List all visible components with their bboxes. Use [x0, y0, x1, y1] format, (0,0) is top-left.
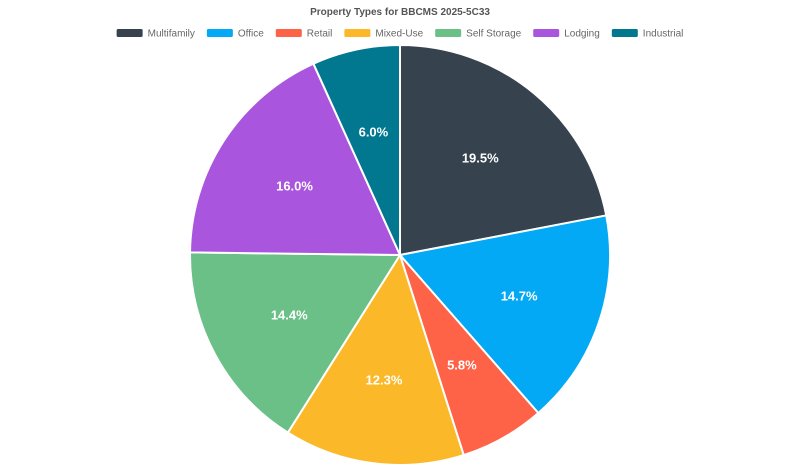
legend-label-retail: Retail [307, 29, 333, 40]
legend-label-self-storage: Self Storage [466, 29, 521, 40]
legend-label-mixed-use: Mixed-Use [375, 29, 423, 40]
legend-item-mixed-use[interactable]: Mixed-Use [344, 29, 424, 40]
pie-slice-lodging[interactable] [189, 62, 401, 256]
legend-label-industrial: Industrial [643, 29, 684, 40]
legend-swatch-lodging [533, 29, 560, 37]
pie-label-retail: 5.8% [447, 357, 477, 372]
pie-label-mixed-use: 12.3% [366, 372, 403, 387]
legend-swatch-retail [275, 29, 302, 37]
pie-label-self-storage: 14.4% [271, 308, 308, 323]
legend-label-multifamily: Multifamily [148, 29, 195, 40]
pie-label-lodging: 16.0% [276, 179, 313, 194]
legend-label-office: Office [238, 29, 264, 40]
legend-item-industrial[interactable]: Industrial [611, 29, 684, 40]
legend-item-multifamily[interactable]: Multifamily [116, 29, 195, 40]
pie-labels: 19.5% 14.7% 5.8% 12.3% 14.4% 16.0% 6.0% [271, 124, 538, 387]
pie-slices [189, 44, 611, 466]
pie-label-multifamily: 19.5% [462, 150, 499, 165]
legend-item-lodging[interactable]: Lodging [533, 29, 600, 40]
legend: Multifamily Office Retail Mixed-Use Self Sto… [116, 29, 684, 40]
pie-label-industrial: 6.0% [359, 124, 389, 139]
legend-swatch-multifamily [116, 29, 143, 37]
legend-swatch-office [206, 29, 233, 37]
chart-title: Property Types for BBCMS 2025-5C33 [310, 7, 490, 18]
legend-item-self-storage[interactable]: Self Storage [435, 29, 522, 40]
pie-slice-mixed-use[interactable] [286, 254, 465, 466]
legend-item-retail[interactable]: Retail [275, 29, 333, 40]
pie-slice-office[interactable] [399, 214, 611, 415]
pie-label-office: 14.7% [501, 288, 538, 303]
legend-swatch-self-storage [435, 29, 462, 37]
pie-slice-self-storage[interactable] [189, 251, 401, 434]
legend-swatch-mixed-use [344, 29, 371, 37]
legend-item-office[interactable]: Office [206, 29, 264, 40]
legend-label-lodging: Lodging [564, 29, 600, 40]
pie-slice-industrial[interactable] [312, 44, 401, 256]
legend-swatch-industrial [611, 29, 638, 37]
pie-slice-multifamily[interactable] [399, 44, 608, 256]
